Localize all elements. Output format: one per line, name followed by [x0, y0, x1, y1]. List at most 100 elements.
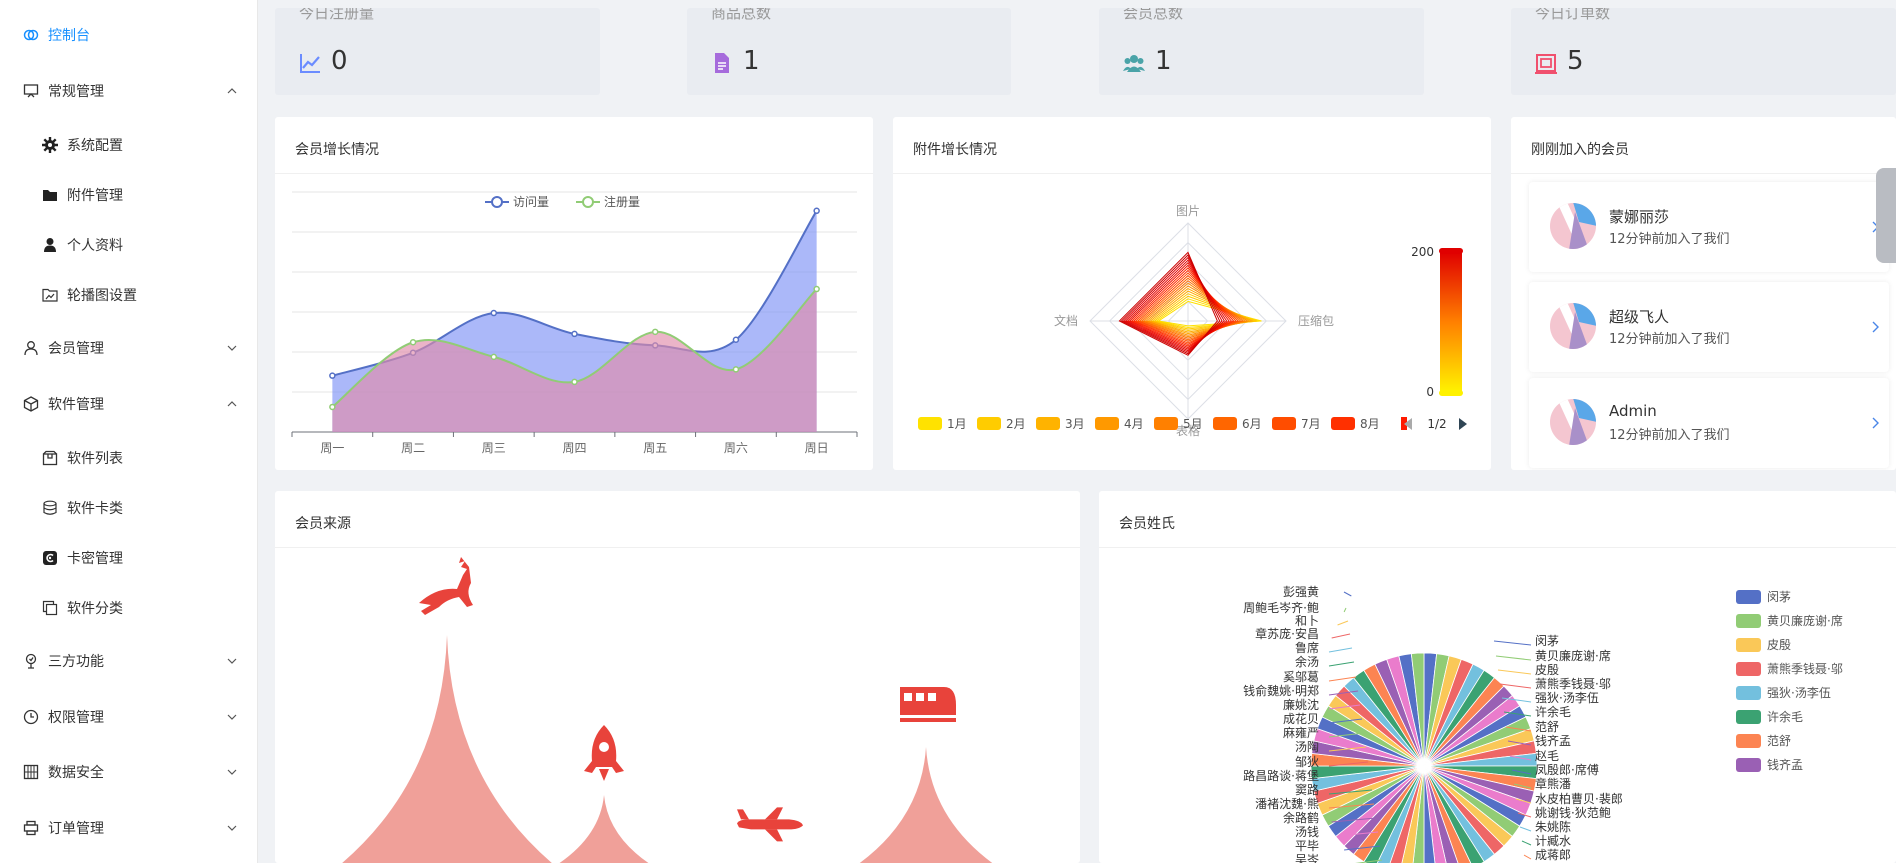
- sidebar-item[interactable]: 软件管理: [0, 384, 258, 424]
- radar-indicator-label: 图片: [1176, 204, 1200, 218]
- member-source-chart: [342, 557, 993, 863]
- legend-pager: 1/2: [1427, 417, 1446, 431]
- sidebar-item[interactable]: 会员管理: [0, 328, 258, 368]
- pie-label-line: [1507, 740, 1532, 746]
- legend-swatch: [1095, 417, 1119, 430]
- sidebar-item[interactable]: 权限管理: [0, 697, 258, 737]
- sidebar-item-label: 会员管理: [48, 341, 104, 357]
- pie-label: 萧熊季钱聂·邬: [1535, 676, 1611, 691]
- data-point: [490, 309, 498, 317]
- pie-slice: [1423, 765, 1436, 863]
- pie-label: 章熊潘: [1535, 776, 1571, 791]
- sidebar-item[interactable]: 软件列表: [0, 438, 258, 478]
- gear-icon: [41, 136, 59, 154]
- sidebar-item[interactable]: 软件卡类: [0, 488, 258, 528]
- legend-swatch: [1736, 638, 1761, 652]
- legend-marker: [491, 196, 503, 208]
- visual-map-handle: [1439, 390, 1463, 396]
- copy-icon: [41, 599, 59, 617]
- legend-swatch: [1036, 417, 1060, 430]
- pie-label-line: [1505, 726, 1532, 732]
- member-list-item[interactable]: 超级飞人 12分钟前加入了我们: [1529, 282, 1889, 372]
- pie-label-line: [1344, 845, 1381, 851]
- pie-label-line: [1328, 647, 1353, 653]
- sidebar-item[interactable]: 控制台: [0, 15, 258, 55]
- legend-label: 7月: [1301, 417, 1321, 431]
- sidebar-item[interactable]: 三方功能: [0, 641, 258, 681]
- pie-label: 汤陶: [1295, 739, 1319, 754]
- sidebar-item[interactable]: 常规管理: [0, 71, 258, 111]
- pie-label: 潘褚沈魏·熊: [1255, 796, 1319, 811]
- printer-icon: [22, 819, 40, 837]
- sidebar-item[interactable]: 软件分类: [0, 588, 258, 628]
- member-growth-chart: 周一 周二 周三 周四 周五 周六 周日 访问量 注册量: [291, 191, 858, 455]
- stat-value: 1: [743, 46, 760, 76]
- radar-series: [1118, 251, 1218, 356]
- sidebar-item[interactable]: 订单管理: [0, 808, 258, 848]
- card-title: 附件增长情况: [913, 142, 997, 158]
- sidebar-item[interactable]: 附件管理: [0, 175, 258, 215]
- pie-slice: [1410, 652, 1425, 767]
- x-tick-label: 周五: [643, 441, 667, 455]
- radar-series: [1134, 272, 1237, 344]
- pie-label: 窦路: [1295, 782, 1319, 797]
- chevron-right-icon: [1872, 417, 1879, 429]
- legend-swatch: [1736, 614, 1761, 628]
- legend-swatch: [1272, 417, 1296, 430]
- legend-label: 黄贝廉庞谢·席: [1767, 613, 1843, 628]
- pie-label: 赵毛: [1535, 749, 1559, 763]
- plane-icon: [737, 807, 803, 842]
- sidebar-item[interactable]: 系统配置: [0, 125, 258, 165]
- legend-prev-icon: [1404, 418, 1412, 430]
- stat-card-today-orders: 今日订单数 5: [1511, 8, 1896, 95]
- stat-value: 1: [1155, 46, 1172, 76]
- member-list-item[interactable]: Admin 12分钟前加入了我们: [1529, 378, 1889, 468]
- legend-swatch: [1401, 417, 1407, 430]
- pie-label-line: [1328, 676, 1357, 682]
- users-icon: [1123, 55, 1145, 72]
- radar-indicator-label: 文档: [1054, 313, 1078, 328]
- member-source-card: 会员来源: [275, 491, 1080, 863]
- sidebar-item[interactable]: 数据安全: [0, 752, 258, 792]
- sidebar-item[interactable]: 轮播图设置: [0, 275, 258, 315]
- member-join-time: 12分钟前加入了我们: [1609, 428, 1730, 443]
- legend-swatch: [1736, 734, 1761, 748]
- radar-series: [1124, 259, 1226, 352]
- radar-series: [1132, 269, 1235, 346]
- pie-label-line: [1501, 697, 1532, 703]
- stat-card-today-registrations: 今日注册量 0: [275, 8, 600, 95]
- pie-label-line: [1519, 826, 1532, 832]
- pie-label: 钱齐孟: [1535, 733, 1571, 748]
- plant-icon: [22, 652, 40, 670]
- legend-swatch: [918, 417, 942, 430]
- floating-widget[interactable]: [1876, 168, 1896, 263]
- deer-icon: [419, 557, 473, 615]
- pie-label-line: [1499, 683, 1532, 689]
- sidebar-item-label: 软件卡类: [67, 501, 123, 517]
- pie-label-line: [1343, 591, 1352, 597]
- sidebar-item[interactable]: 个人资料: [0, 225, 258, 265]
- pie-label-line: [1521, 840, 1532, 846]
- legend-label: 范舒: [1767, 734, 1791, 748]
- stat-title: 商品总数: [711, 8, 772, 22]
- data-point: [571, 330, 578, 338]
- line-chart-icon: [300, 54, 320, 73]
- pie-label-line: [1331, 633, 1351, 639]
- pie-label: 凤殷郎·席傅: [1535, 762, 1599, 777]
- pie-label: 章苏庞·安昌: [1255, 626, 1319, 641]
- legend-label: 钱齐孟: [1767, 757, 1803, 772]
- pie-label: 朱姚陈: [1535, 819, 1571, 834]
- legend-label: 访问量: [513, 195, 549, 209]
- pie-label: 计臧水: [1535, 833, 1571, 848]
- sidebar-item-label: 三方功能: [48, 654, 104, 670]
- member-list-item[interactable]: 蒙娜丽莎 12分钟前加入了我们: [1529, 182, 1889, 272]
- sidebar-item[interactable]: 卡密管理: [0, 538, 258, 578]
- main-content: 今日注册量 0 商品总数 1 会员总数 1 今日订单数 5 会员增长情况 周一周…: [258, 0, 1896, 863]
- file-icon: [715, 53, 729, 73]
- x-tick-label: 周一: [320, 441, 344, 455]
- chevron-down-icon: [226, 342, 238, 354]
- pie-label: 钱俞魏姚·明郑: [1243, 683, 1319, 698]
- pie-label-line: [1331, 817, 1377, 823]
- pie-label-line: [1513, 783, 1532, 789]
- chevron-down-icon: [226, 822, 238, 834]
